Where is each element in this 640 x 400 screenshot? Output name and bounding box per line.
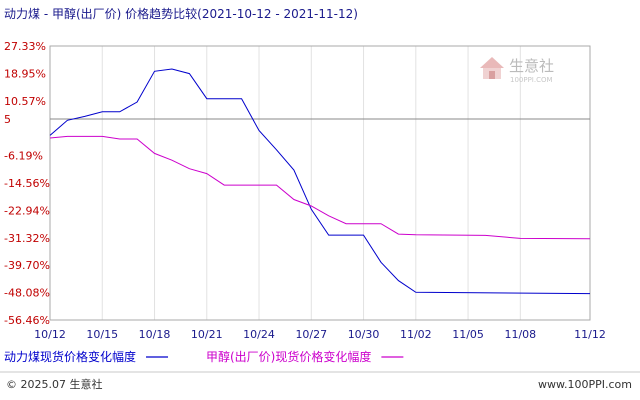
legend-label-2: 甲醇(出厂价)现货价格变化幅度 bbox=[206, 349, 371, 364]
x-tick-label: 10/15 bbox=[86, 328, 118, 341]
plot-area-frame bbox=[49, 45, 591, 321]
y-tick-label: 27.33% bbox=[4, 40, 46, 53]
y-tick-label: -48.08% bbox=[4, 287, 50, 300]
x-tick-label: 11/02 bbox=[400, 328, 432, 341]
chart-legend: 动力煤现货价格变化幅度 甲醇(出厂价)现货价格变化幅度 bbox=[4, 349, 404, 364]
x-axis-ticks: 10/12 10/15 10/18 10/21 10/24 10/27 10/30 11/02… bbox=[34, 328, 606, 341]
house-logo-icon bbox=[480, 57, 504, 79]
y-tick-label: 18.95% bbox=[4, 67, 46, 80]
y-axis-ticks: 27.33% 18.95% 10.57% 5 -6.19% -14.56% -22.94% -… bbox=[4, 40, 50, 327]
x-tick-label: 10/30 bbox=[348, 328, 380, 341]
series-lines bbox=[49, 68, 591, 295]
y-tick-label: -6.19% bbox=[4, 150, 43, 163]
x-tick-label: 10/18 bbox=[139, 328, 171, 341]
watermark-url: 100PPI.COM bbox=[510, 76, 553, 84]
y-tick-label: -56.46% bbox=[4, 314, 50, 327]
y-tick-label: -31.32% bbox=[4, 232, 50, 245]
y-tick-label: -39.70% bbox=[4, 259, 50, 272]
x-tick-label: 11/08 bbox=[504, 328, 536, 341]
footer-copyright: © 2025.07 生意社 bbox=[6, 377, 102, 391]
x-tick-label: 11/05 bbox=[452, 328, 484, 341]
footer-site: www.100PPI.com bbox=[538, 378, 632, 391]
watermark-name: 生意社 bbox=[509, 57, 554, 75]
x-tick-label: 10/21 bbox=[191, 328, 223, 341]
x-tick-label: 10/27 bbox=[295, 328, 327, 341]
y-tick-label: 10.57% bbox=[4, 95, 46, 108]
x-tick-label: 10/12 bbox=[34, 328, 66, 341]
x-tick-label: 10/24 bbox=[243, 328, 275, 341]
series-line-1 bbox=[49, 68, 591, 295]
series-line-2 bbox=[49, 135, 591, 240]
y-tick-label: -22.94% bbox=[4, 204, 50, 217]
chart-title: 动力煤 - 甲醇(出厂价) 价格趋势比较(2021-10-12 - 2021-1… bbox=[4, 6, 358, 21]
watermark-logo: 生意社 100PPI.COM bbox=[480, 57, 554, 84]
x-tick-label: 11/12 bbox=[574, 328, 606, 341]
legend-label-1: 动力煤现货价格变化幅度 bbox=[4, 349, 136, 364]
y-tick-label: -14.56% bbox=[4, 177, 50, 190]
y-tick-label: 5 bbox=[4, 113, 11, 126]
